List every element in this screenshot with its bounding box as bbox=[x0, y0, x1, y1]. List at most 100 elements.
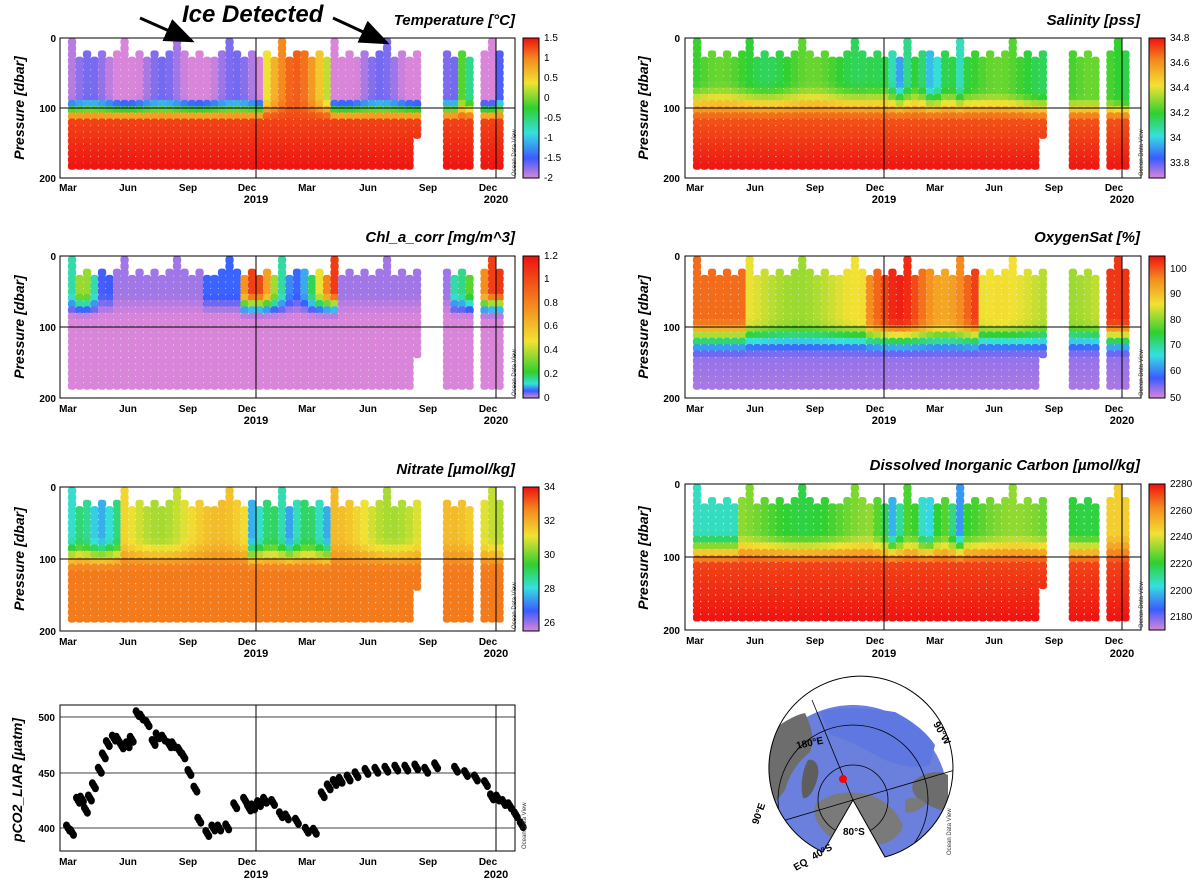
section-cell bbox=[217, 50, 227, 59]
section-cell bbox=[783, 118, 792, 127]
section-cell bbox=[300, 50, 309, 59]
section-cell bbox=[187, 56, 197, 65]
section-cell bbox=[843, 87, 852, 96]
section-cell bbox=[112, 614, 122, 623]
section-cell bbox=[180, 50, 189, 59]
section-cell bbox=[745, 130, 754, 139]
section-cell bbox=[157, 614, 167, 623]
section-cell bbox=[127, 56, 137, 65]
section-cell bbox=[903, 124, 912, 133]
section-cell bbox=[367, 381, 377, 390]
section-cell bbox=[843, 137, 852, 145]
section-cell bbox=[90, 69, 99, 77]
section-cell bbox=[82, 614, 92, 623]
section-cell bbox=[820, 161, 829, 170]
section-cell bbox=[745, 69, 754, 77]
section-cell bbox=[707, 155, 717, 164]
chlorophyll-xtick-sep: Sep bbox=[179, 404, 197, 415]
section-cell bbox=[397, 50, 407, 59]
section-cell bbox=[918, 124, 927, 133]
section-cell bbox=[880, 75, 890, 84]
section-cell bbox=[337, 137, 347, 145]
section-cell bbox=[738, 56, 747, 65]
section-cell bbox=[337, 130, 347, 139]
section-cell bbox=[888, 112, 897, 121]
section-cell bbox=[337, 149, 347, 158]
section-cell bbox=[187, 69, 197, 77]
section-cell bbox=[813, 381, 822, 390]
section-cell bbox=[397, 87, 407, 96]
section-cell bbox=[307, 99, 317, 108]
salinity-xtick-sep2: Sep bbox=[1045, 183, 1063, 194]
section-cell bbox=[270, 99, 279, 108]
section-cell bbox=[397, 137, 407, 145]
section-cell bbox=[918, 93, 927, 102]
section-cell bbox=[707, 93, 717, 102]
section-cell bbox=[768, 381, 777, 390]
section-cell bbox=[315, 161, 324, 170]
section-cell bbox=[963, 99, 972, 108]
section-cell bbox=[805, 130, 814, 139]
section-cell bbox=[798, 69, 807, 77]
section-cell bbox=[933, 143, 942, 152]
section-cell bbox=[487, 87, 497, 96]
section-cell bbox=[730, 118, 739, 127]
section-cell bbox=[307, 56, 317, 65]
temperature-xtick-jun: Jun bbox=[119, 183, 137, 194]
section-cell bbox=[135, 87, 144, 96]
section-cell bbox=[828, 130, 837, 139]
section-cell bbox=[903, 62, 912, 71]
section-cell bbox=[195, 124, 204, 133]
salinity-ytick-200: 200 bbox=[663, 174, 680, 185]
section-cell bbox=[457, 62, 467, 71]
section-cell bbox=[285, 124, 294, 133]
section-cell bbox=[390, 87, 399, 96]
section-cell bbox=[112, 137, 122, 145]
section-cell bbox=[180, 69, 189, 77]
section-cell bbox=[367, 155, 377, 164]
section-cell bbox=[805, 112, 814, 121]
section-cell bbox=[888, 50, 897, 59]
section-cell bbox=[307, 130, 317, 139]
section-cell bbox=[457, 81, 467, 90]
oxygen-ytick-0: 0 bbox=[674, 252, 680, 263]
section-cell bbox=[127, 130, 137, 139]
section-cell bbox=[322, 69, 332, 77]
section-cell bbox=[217, 137, 227, 145]
section-cell bbox=[835, 143, 844, 152]
section-cell bbox=[97, 99, 107, 108]
section-cell bbox=[457, 75, 467, 84]
section-cell bbox=[157, 87, 167, 96]
section-cell bbox=[105, 99, 114, 108]
section-cell bbox=[903, 87, 912, 96]
section-cell bbox=[722, 381, 732, 390]
section-cell bbox=[330, 112, 339, 121]
section-cell bbox=[67, 69, 77, 77]
section-cell bbox=[255, 143, 264, 152]
section-cell bbox=[798, 149, 807, 158]
section-cell bbox=[225, 50, 234, 59]
section-cell bbox=[495, 137, 504, 145]
section-cell bbox=[722, 62, 732, 71]
section-cell bbox=[790, 118, 799, 127]
section-cell bbox=[195, 87, 204, 96]
section-cell bbox=[738, 75, 747, 84]
temperature-cbtick-6: -1.5 bbox=[544, 153, 562, 164]
chlorophyll-xtick-dec2: Dec bbox=[479, 404, 498, 415]
section-cell bbox=[165, 99, 174, 108]
section-cell bbox=[217, 87, 227, 96]
section-cell bbox=[247, 56, 257, 65]
section-cell bbox=[715, 143, 724, 152]
section-cell bbox=[722, 112, 732, 121]
section-cell bbox=[783, 149, 792, 158]
section-cell bbox=[112, 130, 122, 139]
section-cell bbox=[888, 124, 897, 133]
section-cell bbox=[880, 56, 890, 65]
section-cell bbox=[805, 124, 814, 133]
section-cell bbox=[835, 381, 844, 390]
section-cell bbox=[487, 118, 497, 127]
section-cell bbox=[798, 161, 807, 170]
section-cell bbox=[442, 99, 452, 108]
section-cell bbox=[120, 112, 129, 121]
section-cell bbox=[105, 149, 114, 158]
